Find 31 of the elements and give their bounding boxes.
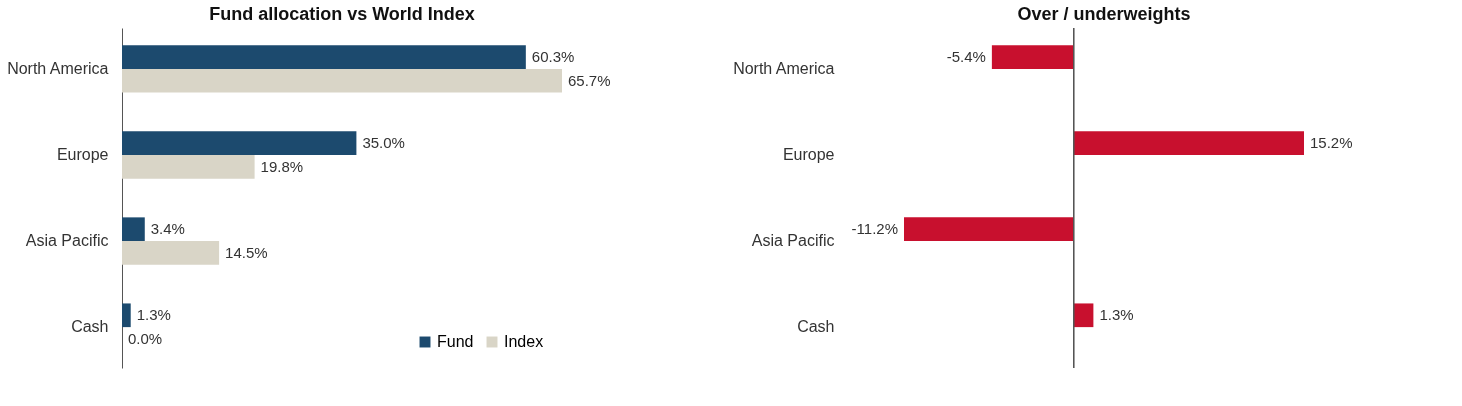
- legend-label: Index: [504, 333, 544, 350]
- data-label: 14.5%: [225, 243, 268, 261]
- data-label: 19.8%: [260, 157, 304, 175]
- data-label: 60.3%: [531, 48, 575, 66]
- y-tick-label: Cash: [71, 318, 109, 336]
- data-label: 3.4%: [150, 220, 185, 238]
- y-tick-label: North America: [733, 59, 835, 77]
- y-tick-label: Europe: [56, 145, 109, 163]
- bar: [122, 68, 562, 93]
- chart-title: Fund allocation vs World Index: [209, 4, 475, 24]
- bar: [122, 154, 255, 179]
- data-label: 15.2%: [1310, 134, 1353, 152]
- bar: [122, 241, 220, 265]
- data-label: -5.4%: [946, 48, 986, 66]
- bar: [122, 131, 357, 155]
- bar: [122, 45, 526, 69]
- bar: [122, 217, 145, 242]
- data-label: -11.2%: [851, 220, 898, 238]
- data-label: 35.0%: [362, 134, 405, 152]
- legend-label: Fund: [437, 333, 474, 350]
- y-tick-label: Europe: [782, 145, 835, 163]
- y-tick-label: Cash: [797, 318, 835, 336]
- y-tick-label: Asia Pacific: [25, 232, 109, 250]
- data-label: 1.3%: [1099, 306, 1134, 324]
- data-label: 65.7%: [568, 71, 611, 89]
- y-tick-label: Asia Pacific: [751, 232, 835, 250]
- bar: [122, 303, 131, 328]
- chart-title: Over / underweights: [1017, 3, 1191, 24]
- data-label: 0.0%: [128, 329, 163, 347]
- data-label: 1.3%: [136, 306, 171, 324]
- y-tick-label: North America: [7, 59, 109, 77]
